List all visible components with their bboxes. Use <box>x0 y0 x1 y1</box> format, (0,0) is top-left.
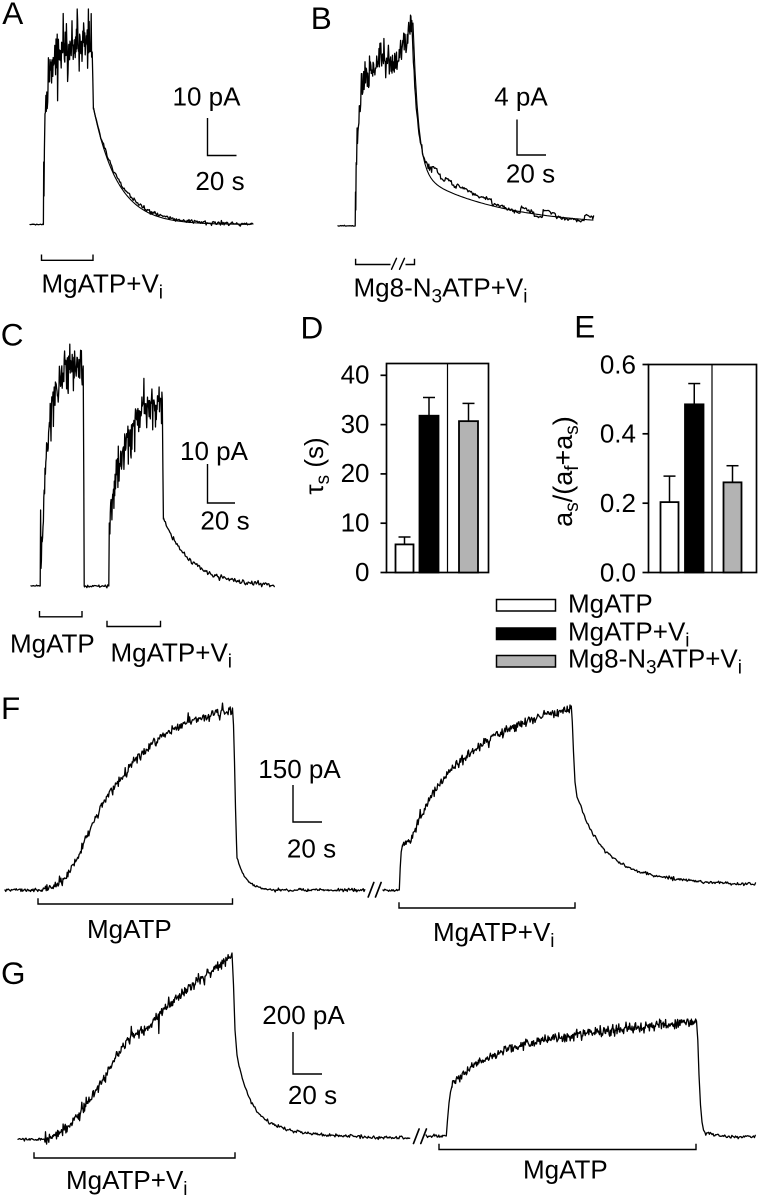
svg-text:G: G <box>1 955 26 991</box>
svg-text:MgATP+Vi: MgATP+Vi <box>66 1165 188 1200</box>
svg-text:E: E <box>574 309 595 345</box>
svg-text:30: 30 <box>341 409 370 439</box>
svg-text:20 s: 20 s <box>195 166 244 196</box>
svg-text:MgATP+Vi: MgATP+Vi <box>433 917 555 952</box>
svg-text:D: D <box>301 310 324 346</box>
svg-text:20 s: 20 s <box>200 506 249 536</box>
svg-text:4 pA: 4 pA <box>494 82 548 112</box>
svg-text:0.4: 0.4 <box>600 419 636 449</box>
svg-text:MgATP: MgATP <box>523 1155 608 1185</box>
svg-text:MgATP+Vi: MgATP+Vi <box>111 638 233 673</box>
svg-text:MgATP: MgATP <box>87 914 172 944</box>
svg-text:MgATP+Vi: MgATP+Vi <box>568 617 690 652</box>
svg-text:0.6: 0.6 <box>600 349 636 379</box>
svg-text:A: A <box>2 0 23 31</box>
svg-text:0.0: 0.0 <box>600 557 636 587</box>
svg-text:F: F <box>1 690 20 726</box>
svg-text:0: 0 <box>355 557 369 587</box>
svg-text:20 s: 20 s <box>288 1080 337 1110</box>
svg-text:200 pA: 200 pA <box>262 1000 345 1030</box>
svg-text:C: C <box>1 317 24 353</box>
svg-text:B: B <box>311 0 332 36</box>
svg-text:20 s: 20 s <box>506 159 555 189</box>
svg-text:MgATP: MgATP <box>10 629 95 659</box>
svg-text:40: 40 <box>341 360 370 390</box>
svg-text:MgATP+Vi: MgATP+Vi <box>42 269 164 304</box>
svg-text:150 pA: 150 pA <box>258 754 341 784</box>
svg-text:10 pA: 10 pA <box>180 436 249 466</box>
svg-text:20 s: 20 s <box>287 834 336 864</box>
svg-text:τs (s): τs (s) <box>299 437 334 494</box>
svg-text:0.2: 0.2 <box>600 488 636 518</box>
svg-text:10: 10 <box>341 508 370 538</box>
svg-text:10 pA: 10 pA <box>173 82 242 112</box>
svg-text:MgATP: MgATP <box>568 589 653 619</box>
svg-text:20: 20 <box>341 458 370 488</box>
